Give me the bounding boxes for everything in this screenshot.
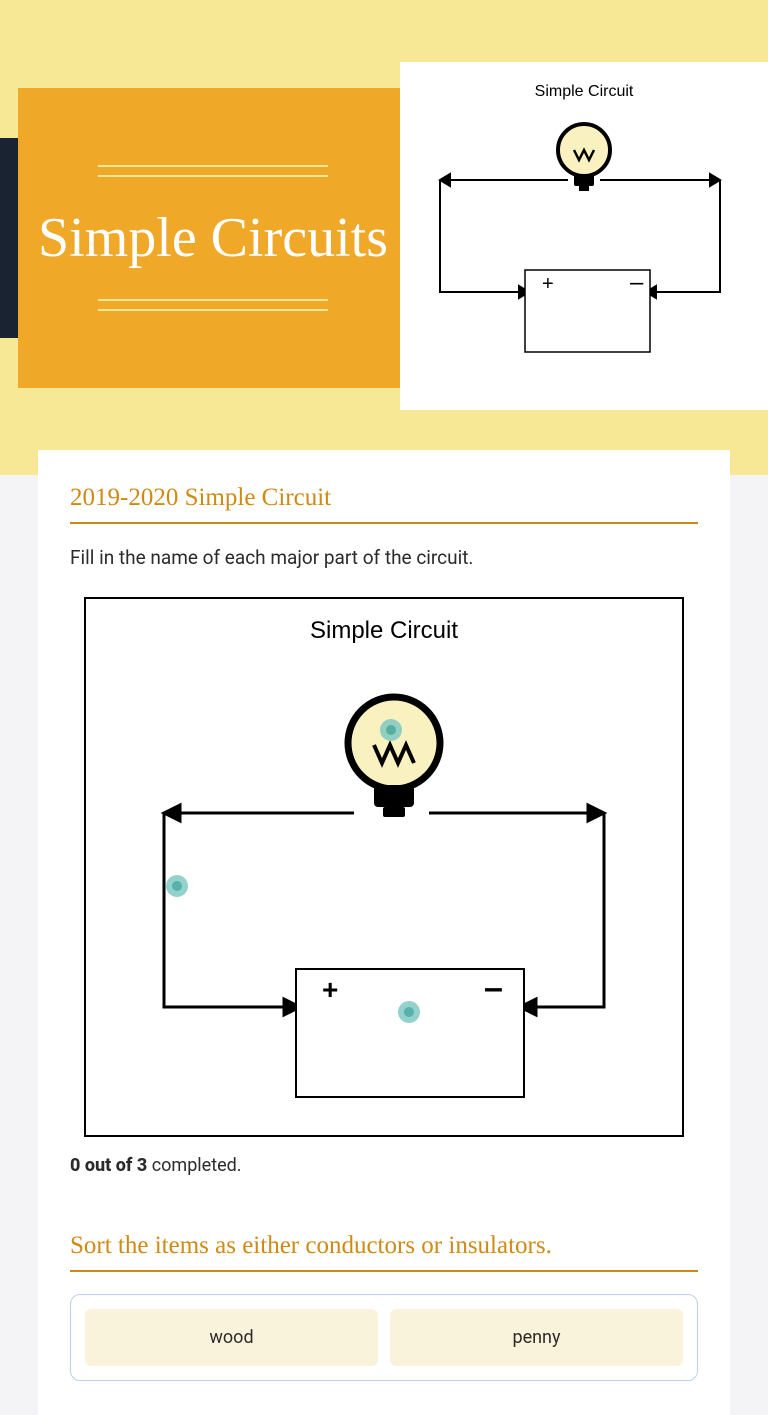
hotspot-bulb[interactable] — [380, 719, 402, 741]
battery-neg-label: – — [484, 969, 503, 1007]
activity2-title: Sort the items as either conductors or i… — [70, 1232, 698, 1272]
title-rule-bot2 — [98, 309, 328, 311]
hero-banner: Simple Circuits Simple Circuit + – — [0, 0, 768, 475]
sort-item[interactable]: penny — [390, 1309, 683, 1366]
svg-text:+: + — [542, 273, 554, 295]
sort-item[interactable]: wood — [85, 1309, 378, 1366]
title-rule-top — [98, 165, 328, 167]
hotspot-wire[interactable] — [166, 875, 188, 897]
hero-circuit-diagram: Simple Circuit + – — [400, 62, 768, 410]
hotspot-battery[interactable] — [398, 1001, 420, 1023]
hero-diagram-caption: Simple Circuit — [535, 83, 634, 100]
activity1-progress: 0 out of 3 completed. — [70, 1155, 698, 1176]
title-card: Simple Circuits — [18, 88, 408, 388]
svg-text:–: – — [630, 269, 644, 296]
sort-bank: woodpenny — [70, 1294, 698, 1381]
page-title: Simple Circuits — [38, 203, 388, 273]
activity1-diagram-caption: Simple Circuit — [96, 617, 672, 645]
progress-count: 0 out of 3 — [70, 1155, 147, 1176]
title-rule-bot — [98, 299, 328, 301]
title-rule-top2 — [98, 175, 328, 177]
content-card: 2019-2020 Simple Circuit Fill in the nam… — [38, 450, 730, 1415]
battery-pos-label: + — [322, 974, 338, 1005]
bulb-icon — [348, 697, 440, 817]
activity1-instruction: Fill in the name of each major part of t… — [70, 546, 698, 569]
progress-suffix: completed. — [147, 1155, 241, 1176]
activity1-title: 2019-2020 Simple Circuit — [70, 484, 698, 524]
activity1-diagram: Simple Circuit + – — [84, 597, 684, 1137]
